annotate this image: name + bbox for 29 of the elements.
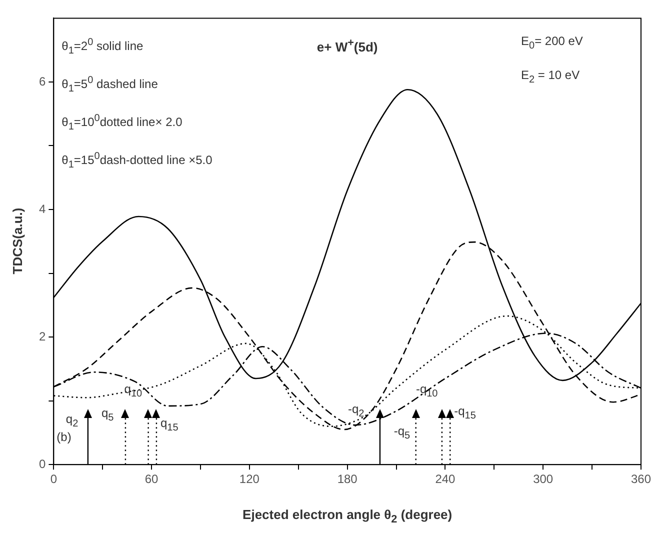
x-tick-label: 0: [50, 472, 58, 486]
annotation: θ$_{1}$=2$^{0}$ solid line: [62, 36, 144, 59]
x-tick-label: 240: [435, 472, 456, 486]
text: e+ W$^{+}$(5d): [316, 36, 378, 55]
x-tick-label: 60: [144, 472, 159, 486]
x-tick-label: 180: [337, 472, 358, 486]
x-tick-label: 300: [533, 472, 554, 486]
annotation: (b): [56, 430, 72, 444]
annotation: θ$_{1}$=15$^{0}$dash-dotted line ×5.0: [62, 150, 212, 173]
annotation: E$_{2}$ = 10 eV: [520, 68, 580, 88]
y-tick-label: 6: [38, 74, 46, 88]
x-tick-label: 360: [630, 472, 652, 486]
annotation: θ$_{1}$=5$^{0}$ dashed line: [62, 74, 158, 97]
ref-line-label: q$_{15}$: [160, 416, 178, 436]
x-tick-label: 120: [239, 472, 260, 486]
ref-line-label: -q$_{2}$: [348, 402, 364, 422]
y-axis-title: TDCS(a.u.): [10, 208, 25, 275]
ref-line-label: q$_{5}$: [101, 406, 114, 426]
ref-line-label: -q$_{5}$: [394, 424, 410, 444]
annotation: θ$_{1}$=10$^{0}$dotted line× 2.0: [62, 112, 182, 135]
x-axis-title: Ejected electron angle θ$_{2}$ (degree): [242, 507, 452, 527]
annotation: E$_{0}$= 200 eV: [520, 34, 583, 54]
y-tick-label: 2: [38, 329, 46, 344]
ref-line-label: q$_{2}$: [66, 412, 78, 430]
y-tick-label: 4: [38, 202, 46, 216]
ref-line-label: q$_{10}$: [124, 382, 142, 402]
ref-line-label: -q$_{15}$: [454, 404, 476, 424]
ref-line-label: -q$_{10}$: [416, 382, 438, 402]
y-tick-label: 0: [38, 456, 46, 471]
